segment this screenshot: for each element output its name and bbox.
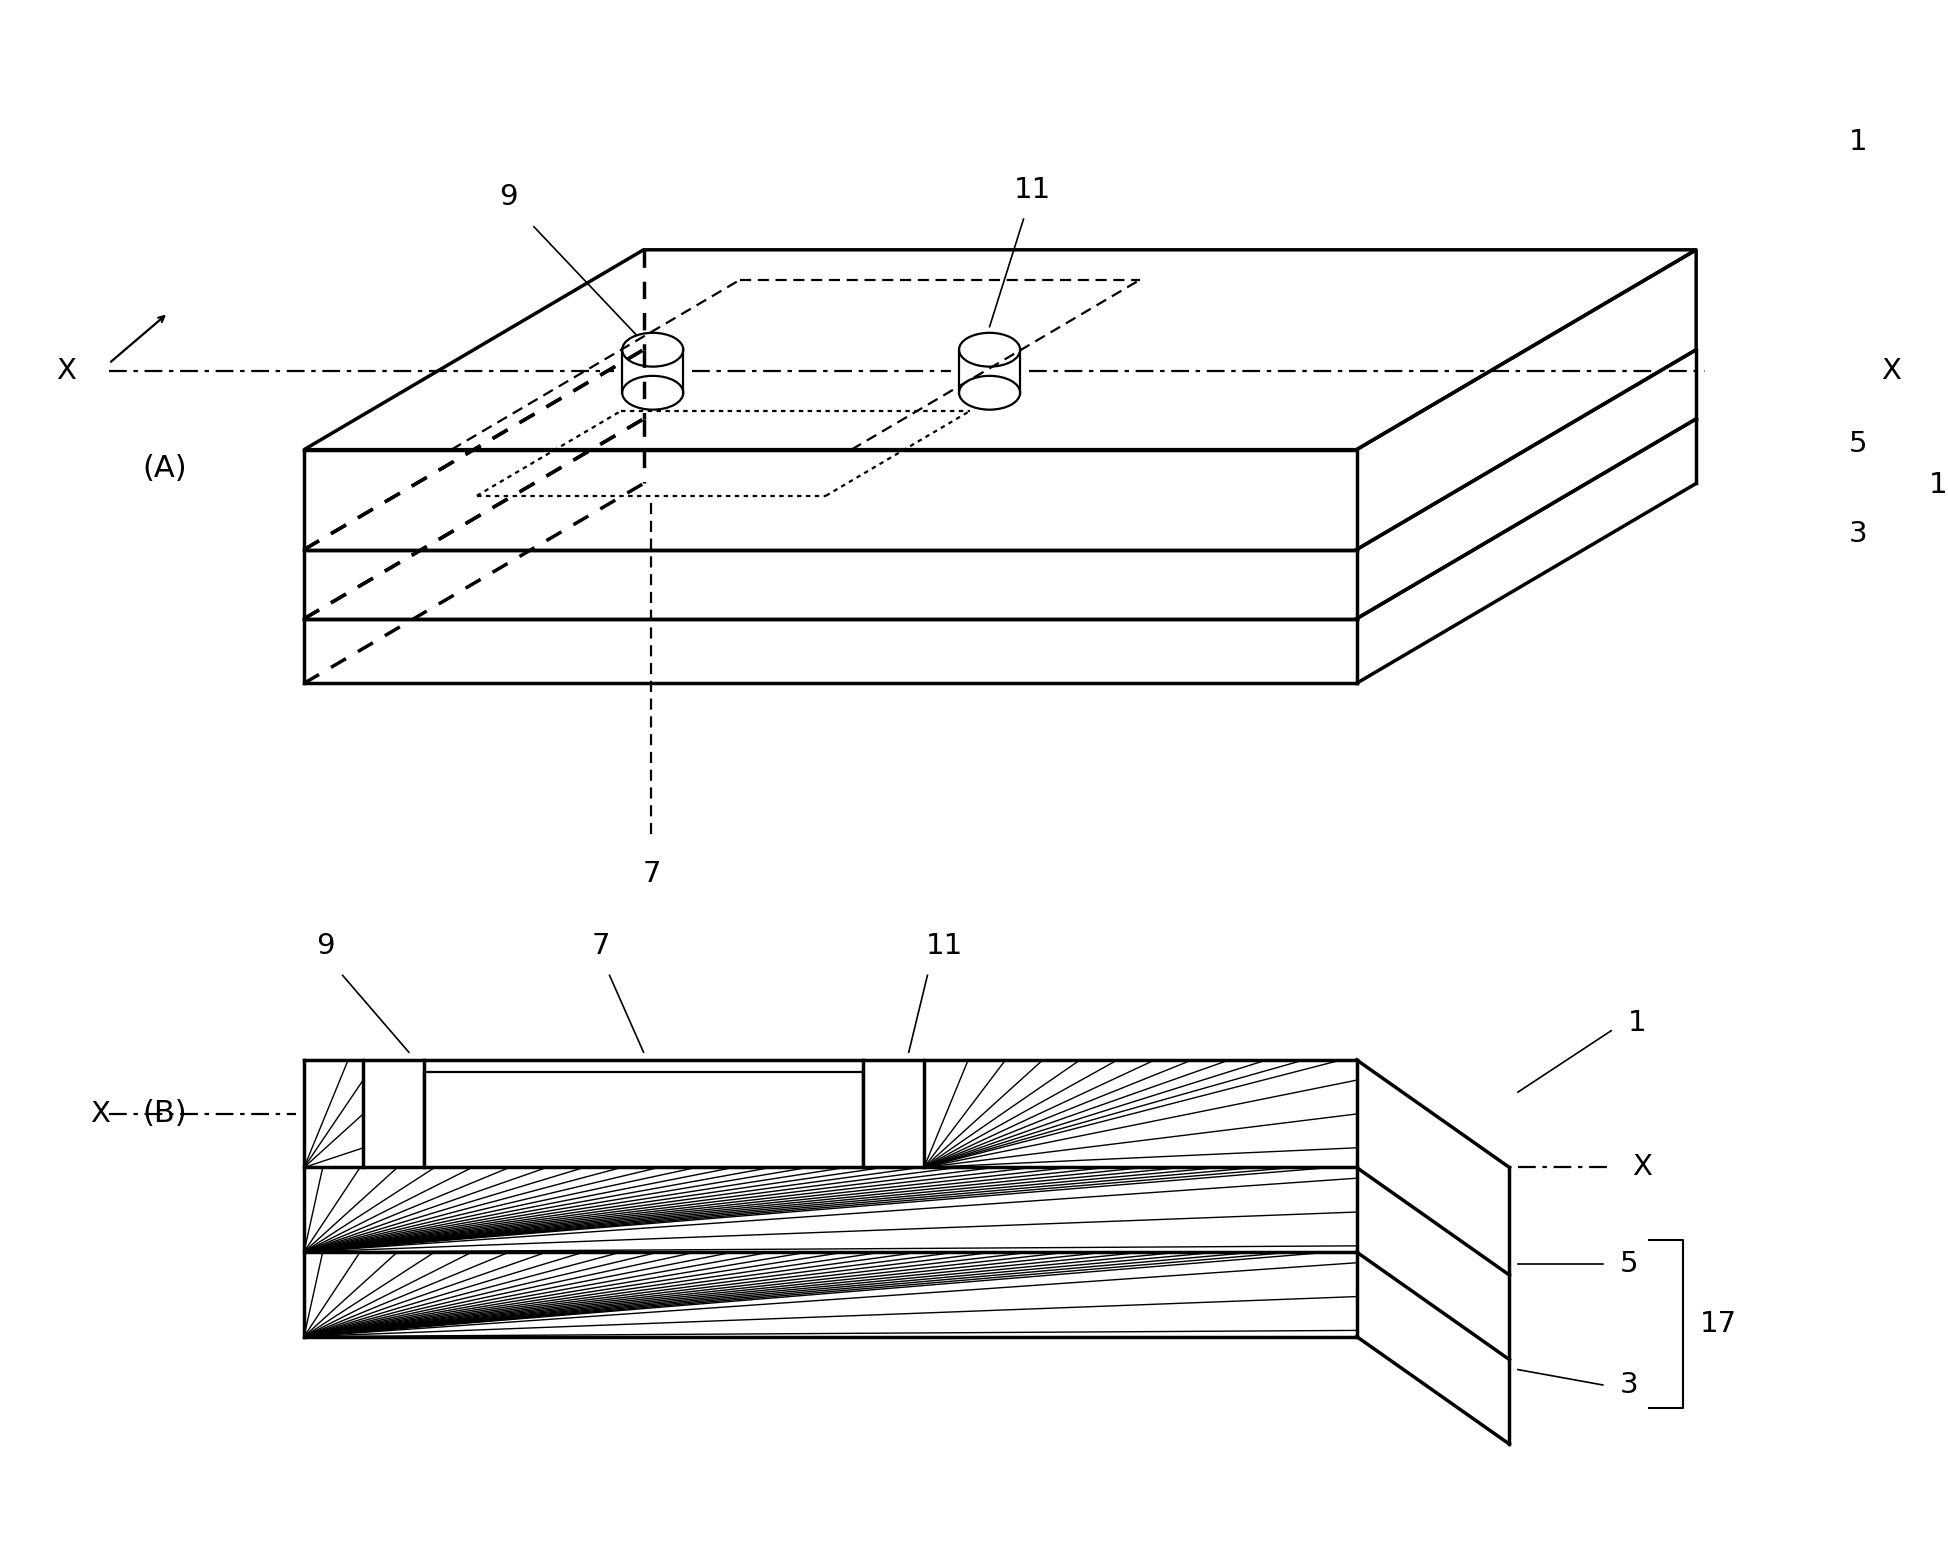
Text: 9: 9: [499, 183, 518, 211]
Text: 1: 1: [1849, 129, 1868, 157]
Text: 7: 7: [643, 861, 660, 889]
Text: X: X: [1882, 357, 1901, 385]
Text: 3: 3: [1849, 520, 1868, 548]
Text: X: X: [1632, 1154, 1652, 1182]
Text: 17: 17: [1929, 472, 1948, 499]
Text: X: X: [90, 1100, 111, 1128]
Text: (A): (A): [142, 454, 187, 484]
Text: 9: 9: [316, 932, 335, 960]
Text: 5: 5: [1621, 1250, 1638, 1278]
Text: 11: 11: [1013, 175, 1050, 203]
Text: 1: 1: [1629, 1010, 1646, 1038]
Text: X: X: [56, 357, 76, 385]
Text: 3: 3: [1621, 1371, 1638, 1399]
Text: 7: 7: [592, 932, 610, 960]
Text: 5: 5: [1849, 430, 1868, 458]
Text: 11: 11: [925, 932, 962, 960]
Text: 17: 17: [1699, 1311, 1738, 1339]
Text: (B): (B): [142, 1100, 187, 1128]
